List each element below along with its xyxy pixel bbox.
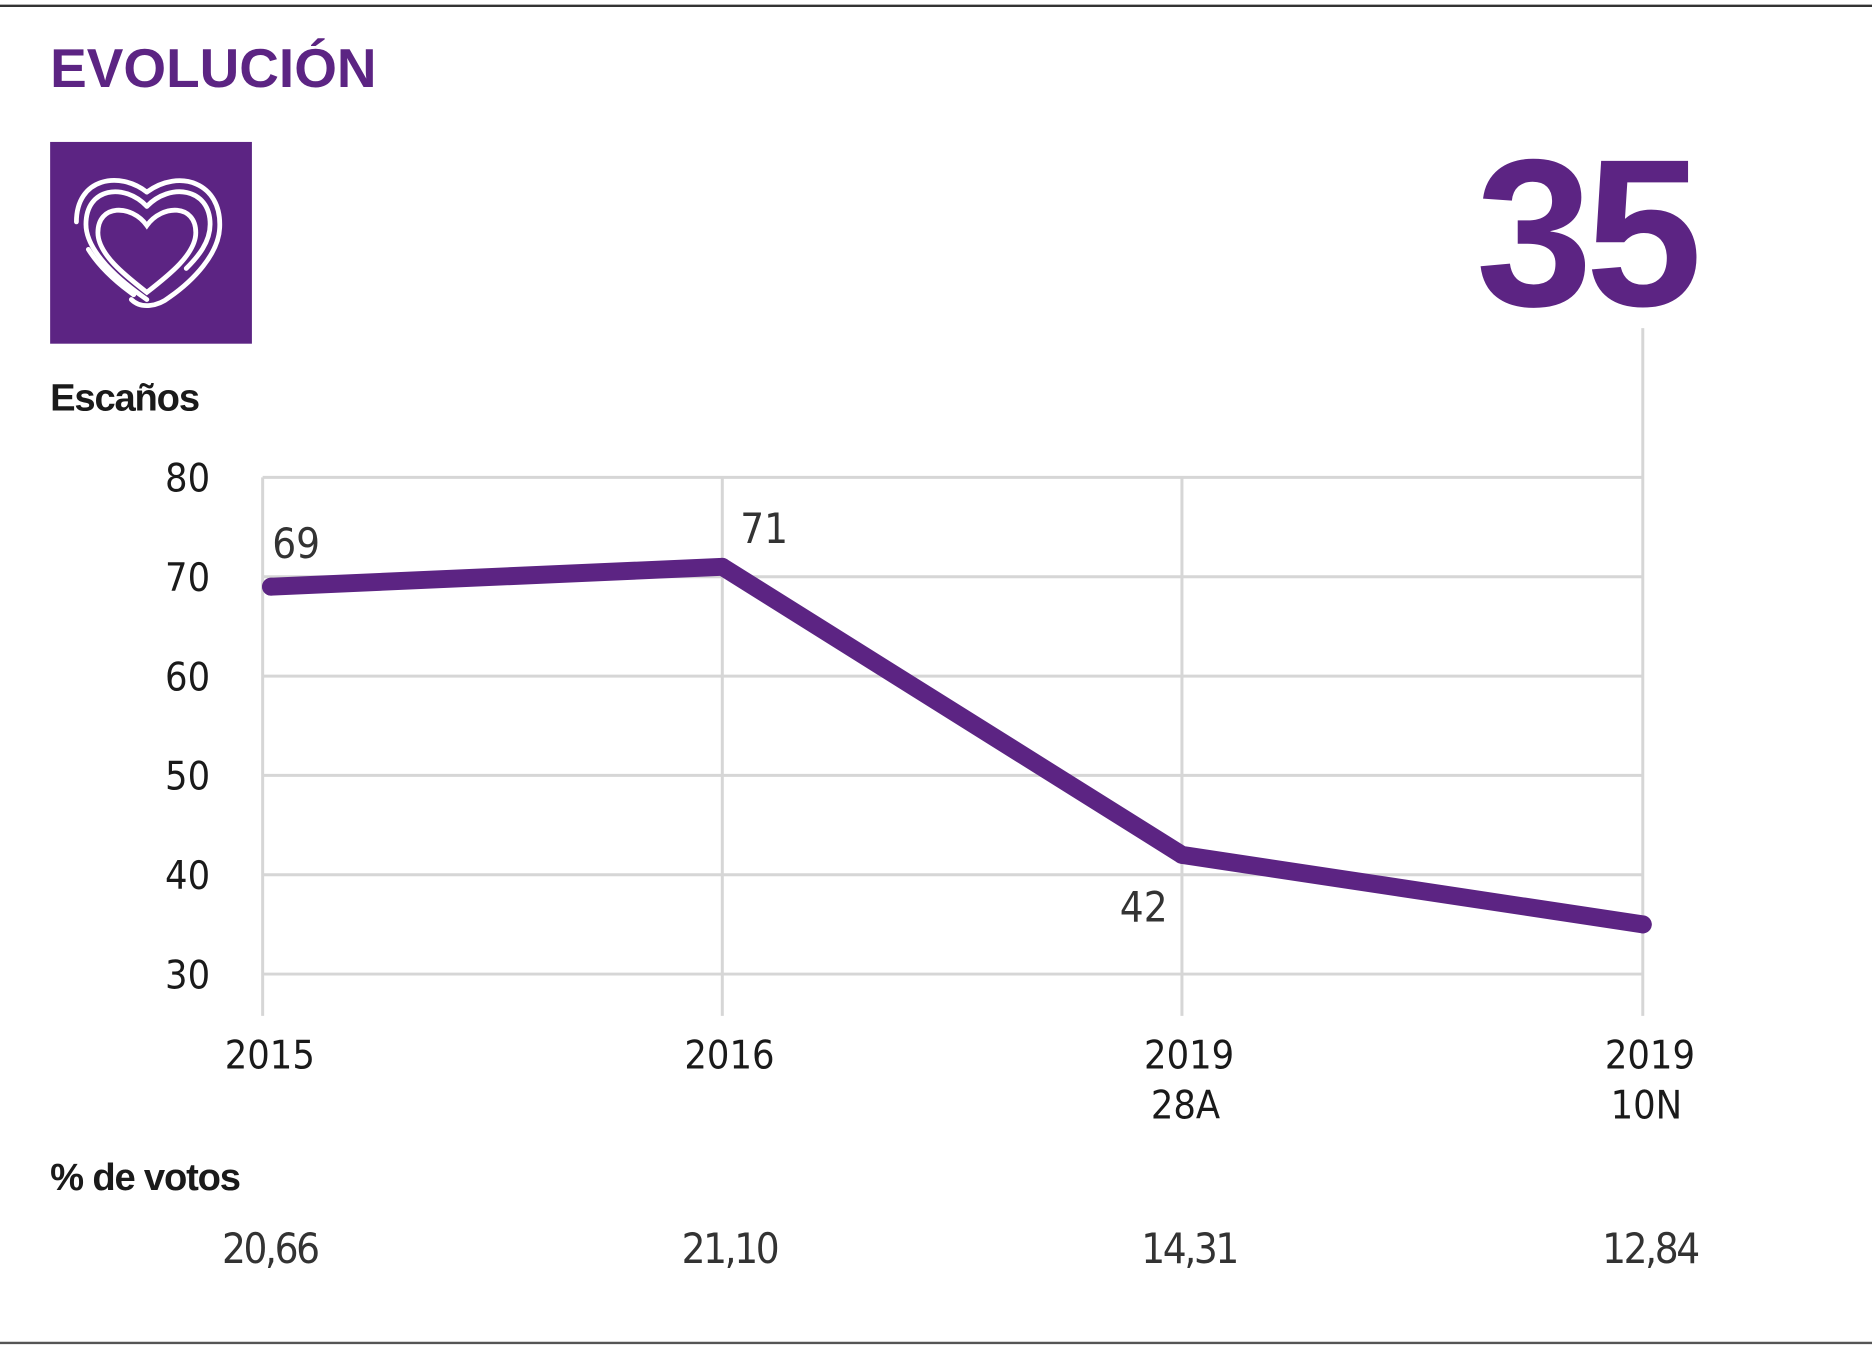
y-tick-label: 50 [165,754,210,800]
x-tick-label: 2016 [684,1032,774,1078]
data-point [1633,915,1652,934]
x-tick-label: 2015 [225,1032,315,1078]
y-tick-label: 70 [165,555,210,601]
x-tick-sublabel: 28A [1151,1083,1220,1129]
chart-title: EVOLUCIÓN [50,37,376,99]
y-tick-label: 60 [165,654,210,700]
x-tick-label: 2019 [1605,1032,1695,1078]
data-point [713,557,732,576]
heart-icon [74,178,223,308]
data-label: 42 [1120,883,1168,932]
current-seats: 35 [1476,115,1697,350]
y-axis-label: Escaños [50,377,199,420]
x-tick-label: 2019 [1144,1032,1234,1078]
data-label: 69 [272,519,320,568]
x-tick-sublabel: 10N [1611,1083,1683,1129]
vote-percentage: 14,31 [1141,1224,1237,1273]
vote-percentage: 21,10 [682,1224,778,1273]
data-point [1172,845,1191,864]
vote-percentage: 20,66 [222,1224,318,1273]
data-label: 71 [740,504,788,553]
y-tick-label: 80 [165,456,210,502]
seats-line [262,557,1652,934]
y-tick-label: 30 [165,952,210,998]
y-tick-label: 40 [165,853,210,899]
votes-label: % de votos [50,1156,240,1199]
party-logo [50,141,252,344]
vote-percentage: 12,84 [1602,1224,1698,1273]
data-point [262,577,280,596]
